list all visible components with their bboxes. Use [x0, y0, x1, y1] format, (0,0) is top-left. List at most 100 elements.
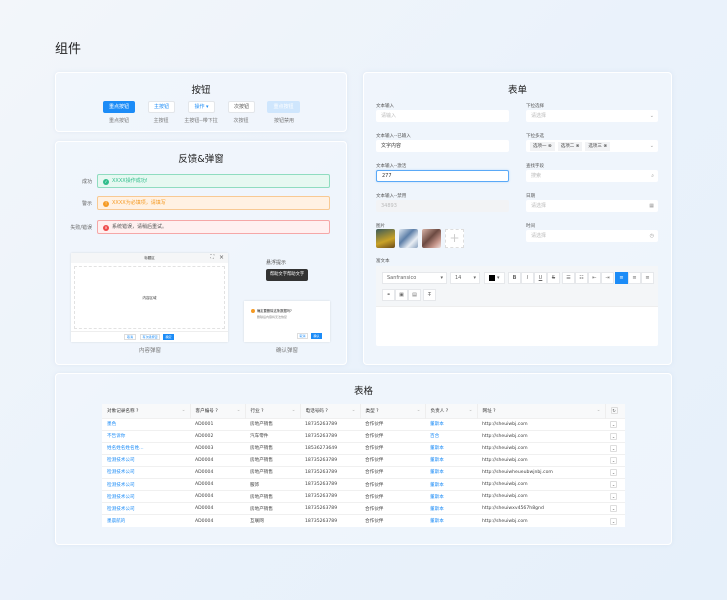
underline-icon[interactable]: U: [534, 272, 547, 284]
bullet-list-icon[interactable]: ☷: [575, 272, 588, 284]
multi-select[interactable]: 选项一 ⊗ 选项二 ⊗ 选项三 ⊗ ⌄: [526, 140, 658, 152]
column-header[interactable]: 负责人 ? ⌄: [425, 404, 478, 418]
row-action: ⌄: [605, 441, 625, 455]
row-expand-icon[interactable]: ⌄: [610, 420, 617, 428]
row-expand-icon[interactable]: ⌄: [610, 505, 617, 513]
ok-button[interactable]: 确定: [163, 334, 174, 340]
alert-label: 警示: [81, 201, 92, 207]
table-cell[interactable]: 检测技术公司: [102, 502, 190, 515]
table-cell[interactable]: 墨色: [102, 417, 190, 431]
text-input-filled[interactable]: 文字内容: [376, 140, 509, 152]
table-cell: 18735263789: [300, 465, 360, 479]
row-expand-icon[interactable]: ⌄: [610, 444, 617, 452]
align-right-icon[interactable]: ≡: [641, 272, 654, 284]
content-modal: 标题区 ⛶ × 内容区域 取消 有次级按钮 确定: [71, 253, 228, 342]
dropdown-button[interactable]: 操作 ▾: [188, 101, 215, 113]
table-cell[interactable]: 董斯本: [425, 465, 477, 479]
video-icon[interactable]: ▤: [408, 289, 421, 301]
column-header[interactable]: 电话号码 ? ⌄: [300, 404, 361, 418]
row-expand-icon[interactable]: ⌄: [610, 481, 617, 489]
fullscreen-icon[interactable]: ⛶: [210, 254, 214, 260]
column-header[interactable]: 对象记录名称 ? ⌄: [102, 404, 191, 418]
chevron-down-icon[interactable]: ⌄: [468, 407, 473, 413]
row-expand-icon[interactable]: ⌄: [610, 493, 617, 501]
select-tag[interactable]: 选项一 ⊗: [530, 142, 555, 151]
close-icon[interactable]: ×: [218, 254, 224, 261]
row-expand-icon[interactable]: ⌄: [610, 456, 617, 464]
chevron-down-icon[interactable]: ⌄: [351, 407, 356, 413]
confirm-button[interactable]: 确认: [311, 333, 322, 339]
table-cell[interactable]: 检测技术公司: [102, 490, 190, 503]
table-cell[interactable]: 检测技术公司: [102, 477, 190, 491]
align-center-icon[interactable]: ≡: [628, 272, 641, 284]
indent-icon[interactable]: ⇥: [601, 272, 614, 284]
table-cell[interactable]: 董斯本: [425, 417, 477, 431]
info-circle-icon: !: [103, 200, 109, 207]
row-action: ⌄: [605, 477, 625, 491]
chevron-down-icon[interactable]: ⌄: [596, 407, 601, 413]
secondary-action-button[interactable]: 有次级按钮: [140, 334, 160, 340]
column-header[interactable]: 网址 ? ⌄: [477, 404, 606, 418]
date-picker[interactable]: 请选择 ▦: [526, 200, 658, 212]
image-icon[interactable]: ▣: [395, 289, 408, 301]
chevron-down-icon[interactable]: ⌄: [291, 407, 296, 413]
table-cell[interactable]: 检测技术公司: [102, 465, 190, 479]
chevron-down-icon[interactable]: ⌄: [181, 407, 186, 413]
row-action: ⌄: [605, 429, 625, 443]
table-cell[interactable]: 姓名姓名姓名姓...: [102, 441, 190, 455]
table-cell[interactable]: 董斯本: [425, 490, 477, 503]
primary-button[interactable]: 主按钮: [148, 101, 175, 113]
text-input-active[interactable]: 277: [376, 170, 509, 182]
primary-emphasis-button[interactable]: 重点按钮: [103, 101, 135, 113]
table-cell: 汽车零件: [245, 429, 300, 443]
select-tag[interactable]: 选项二 ⊗: [557, 142, 583, 151]
calendar-icon: ▦: [649, 203, 654, 209]
image-thumbnail[interactable]: [376, 229, 395, 248]
add-image-button[interactable]: +: [445, 229, 464, 248]
bold-icon[interactable]: B: [508, 272, 521, 284]
clear-format-icon[interactable]: T̶: [423, 289, 436, 301]
strikethrough-icon[interactable]: S: [547, 272, 560, 284]
outdent-icon[interactable]: ⇤: [588, 272, 601, 284]
table-cell[interactable]: 董斯本: [425, 441, 477, 455]
column-header[interactable]: 客户编号 ? ⌄: [190, 404, 246, 418]
table-cell[interactable]: 不告诉你: [102, 429, 190, 443]
table-cell: http://sheuiwbj.com: [477, 441, 605, 455]
select[interactable]: 请选择 ⌄: [526, 110, 658, 122]
select-tag[interactable]: 选项三 ⊗: [585, 142, 611, 151]
column-header[interactable]: 行业 ? ⌄: [245, 404, 301, 418]
image-thumbnail[interactable]: [422, 229, 441, 248]
table-cell[interactable]: 百合: [425, 429, 477, 443]
cancel-button[interactable]: 取消: [297, 333, 308, 339]
table-cell: 18735263789: [300, 502, 360, 515]
text-input[interactable]: 请输入: [376, 110, 509, 122]
secondary-button[interactable]: 次按钮: [228, 101, 255, 113]
table-cell: AD0001: [190, 417, 245, 431]
font-select[interactable]: Sanfransico ▾: [382, 272, 447, 284]
ordered-list-icon[interactable]: ☰: [562, 272, 575, 284]
font-size-select[interactable]: 14 ▾: [450, 272, 480, 284]
text-color-picker[interactable]: ▾: [484, 272, 505, 284]
editor-content[interactable]: [376, 308, 658, 346]
cancel-button[interactable]: 取消: [124, 334, 136, 340]
italic-icon[interactable]: I: [521, 272, 534, 284]
row-expand-icon[interactable]: ⌄: [610, 468, 617, 476]
time-picker[interactable]: 请选择 ◷: [526, 230, 658, 242]
image-thumbnail[interactable]: [399, 229, 418, 248]
search-input[interactable]: 搜索 ⌕: [526, 170, 658, 182]
row-expand-icon[interactable]: ⌄: [610, 432, 617, 440]
row-action: ⌄: [605, 490, 625, 503]
refresh-icon[interactable]: ↻: [610, 407, 618, 415]
align-left-icon[interactable]: ≡: [615, 272, 628, 284]
column-header[interactable]: 类型 ? ⌄: [360, 404, 426, 418]
table-cell[interactable]: 墨晨航的: [102, 514, 190, 527]
table-cell[interactable]: 检测技术公司: [102, 453, 190, 467]
row-expand-icon[interactable]: ⌄: [610, 517, 617, 525]
table-cell[interactable]: 董斯本: [425, 453, 477, 467]
chevron-down-icon[interactable]: ⌄: [416, 407, 421, 413]
table-cell[interactable]: 董斯本: [425, 514, 477, 527]
table-cell[interactable]: 董斯本: [425, 502, 477, 515]
link-icon[interactable]: ⚭: [382, 289, 395, 301]
chevron-down-icon[interactable]: ⌄: [236, 407, 241, 413]
table-cell[interactable]: 董斯本: [425, 477, 477, 491]
